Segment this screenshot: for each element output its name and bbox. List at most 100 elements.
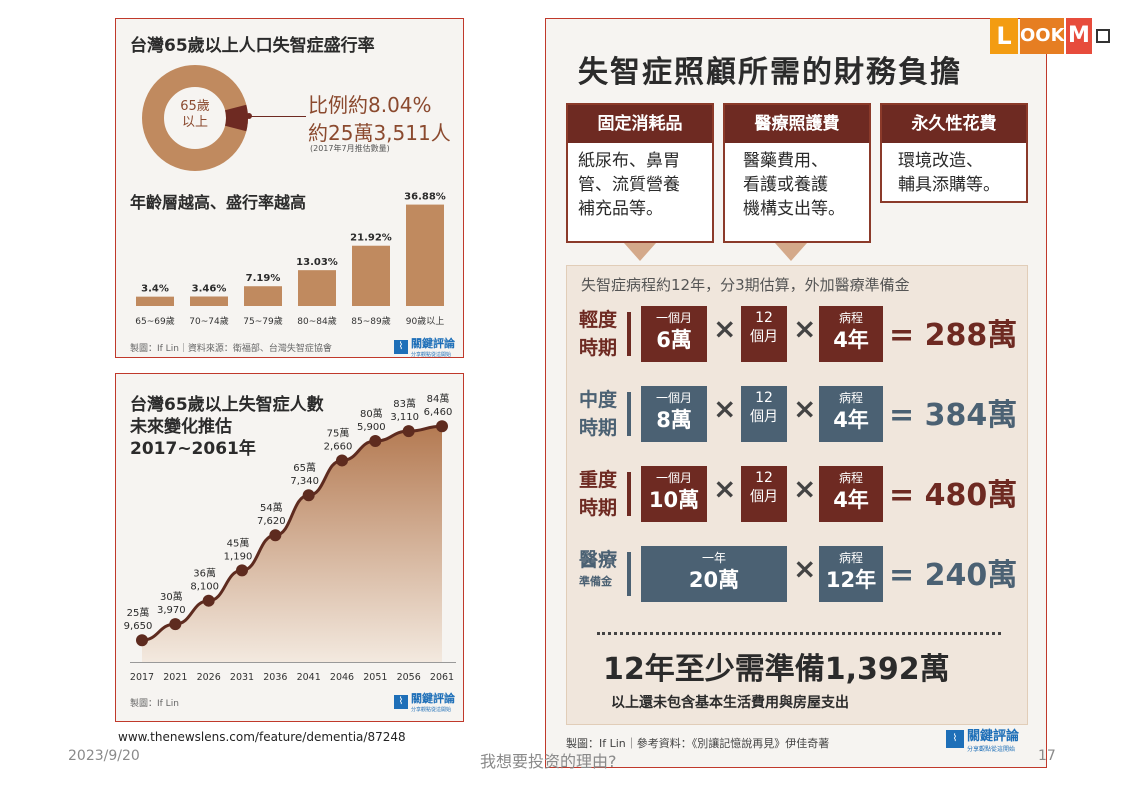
area-fill bbox=[142, 426, 442, 662]
bar-85~89歲 bbox=[352, 245, 390, 306]
point-2026 bbox=[202, 594, 215, 607]
tile-big: 6萬 bbox=[656, 328, 692, 352]
point-2061 bbox=[436, 420, 448, 433]
yearly-cost-tile: 一年 20萬 bbox=[641, 546, 787, 602]
bar-value-label: 3.4% bbox=[141, 284, 169, 295]
point-label-top: 45萬 bbox=[227, 536, 250, 549]
tile-small: 病程 bbox=[838, 471, 863, 485]
calc-subtitle: 失智症病程約12年，分3期估算，外加醫療準備金 bbox=[581, 276, 910, 294]
bar-value-label: 13.03% bbox=[296, 257, 338, 268]
point-label-top: 25萬 bbox=[127, 606, 150, 619]
category-body-line: 補充品等。 bbox=[578, 199, 663, 219]
point-label-bottom: 2,660 bbox=[324, 441, 353, 452]
row-label-line: 輕度 bbox=[579, 309, 618, 331]
tile-big: 4年 bbox=[833, 488, 869, 512]
times-sign: × bbox=[793, 552, 817, 585]
row-label-line: 時期 bbox=[579, 417, 618, 439]
x-tick-label: 2026 bbox=[197, 672, 221, 683]
bar-category-label: 80~84歲 bbox=[297, 315, 336, 327]
row-label: 中度 時期 bbox=[579, 386, 623, 442]
cost-row-mild: 輕度 時期 一個月 6萬 × 12 個月 × 病程 4年 = 288萬 bbox=[567, 304, 1029, 364]
point-label-top: 83萬 bbox=[393, 397, 416, 410]
tile-big: 10萬 bbox=[648, 488, 700, 512]
row-label: 輕度 時期 bbox=[579, 306, 623, 362]
cost-row-medical-reserve: 醫療 準備金 一年 20萬 × 病程 12年 = 240萬 bbox=[567, 544, 1029, 604]
bar-70~74歲 bbox=[190, 296, 228, 306]
times-sign: × bbox=[793, 392, 817, 425]
category-body: 環境改造、 輔具添購等。 bbox=[882, 143, 1026, 203]
tile-small: 病程 bbox=[838, 391, 863, 405]
cost-row-moderate: 中度 時期 一個月 8萬 × 12 個月 × 病程 4年 = 384萬 bbox=[567, 384, 1029, 444]
point-2051 bbox=[369, 435, 382, 448]
tile-big: 4年 bbox=[833, 408, 869, 432]
bar-80~84歲 bbox=[298, 270, 336, 306]
burden-title: 失智症照顧所需的財務負擔 bbox=[578, 55, 962, 90]
total-note: 以上還未包含基本生活費用與房屋支出 bbox=[611, 695, 849, 711]
times-sign: × bbox=[713, 312, 737, 345]
category-permanent: 永久性花費 環境改造、 輔具添購等。 bbox=[880, 103, 1028, 203]
logo-sub: 分享觀點從這開始 bbox=[967, 746, 1016, 753]
projection-area-chart: 25萬 9,650 2017 30萬 3,970 2021 36萬 8,100 2026 45萬 1… bbox=[124, 392, 456, 683]
category-body-line: 紙尿布、鼻胃 bbox=[578, 151, 680, 171]
projection-panel: 台灣65歲以上失智症人數 未來變化推估 2017~2061年 25萬 9,650 2… bbox=[115, 373, 464, 722]
months-tile: 12 個月 bbox=[741, 306, 787, 362]
point-2041 bbox=[302, 489, 315, 502]
row-divider bbox=[627, 312, 631, 356]
monthly-cost-tile: 一個月 8萬 bbox=[641, 386, 707, 442]
projection-title: 台灣65歲以上失智症人數 未來變化推估 2017~2061年 bbox=[130, 394, 324, 460]
area-line bbox=[141, 424, 443, 642]
duration-tile: 病程 4年 bbox=[819, 386, 883, 442]
donut-center-label: 65歲 以上 bbox=[180, 99, 210, 130]
category-body-line: 機構支出等。 bbox=[743, 199, 845, 219]
category-head: 永久性花費 bbox=[882, 105, 1026, 143]
point-label-top: 80萬 bbox=[360, 407, 383, 420]
row-label: 重度 時期 bbox=[579, 466, 623, 522]
category-body-line: 輔具添購等。 bbox=[898, 175, 1000, 195]
donut-highlight-slice bbox=[225, 104, 248, 132]
financial-burden-panel: 失智症照顧所需的財務負擔 固定消耗品 紙尿布、鼻胃 管、流質營養 補充品等。 醫… bbox=[545, 18, 1047, 768]
bar-category-label: 90歲以上 bbox=[406, 315, 444, 327]
x-tick-label: 2017 bbox=[130, 672, 154, 683]
bar-value-label: 3.46% bbox=[192, 283, 227, 294]
monthly-cost-tile: 一個月 6萬 bbox=[641, 306, 707, 362]
callout-dot bbox=[246, 113, 252, 119]
duration-tile: 病程 4年 bbox=[819, 466, 883, 522]
tile-small: 一年 bbox=[701, 551, 726, 565]
tile-big: 20萬 bbox=[688, 568, 740, 592]
tile-small: 病程 bbox=[838, 311, 863, 325]
pulse-icon: ⌇ bbox=[394, 694, 408, 709]
bar-value-label: 21.92% bbox=[350, 233, 392, 244]
point-2046 bbox=[336, 454, 348, 467]
point-label-bottom: 9,650 bbox=[124, 621, 153, 632]
row-label-line: 重度 bbox=[579, 469, 618, 491]
bar-75~79歲 bbox=[244, 286, 282, 306]
watermark-letter: M bbox=[1066, 18, 1092, 54]
x-tick-label: 2041 bbox=[297, 672, 321, 683]
point-label-top: 65萬 bbox=[293, 461, 316, 474]
tile-small: 一個月 bbox=[655, 471, 692, 485]
pulse-icon: ⌇ bbox=[394, 339, 408, 354]
logo-name: 關鍵評論 bbox=[967, 729, 1020, 744]
row-divider bbox=[627, 472, 631, 516]
point-label-bottom: 1,190 bbox=[224, 551, 253, 562]
x-tick-label: 2021 bbox=[163, 672, 187, 683]
bar-65~69歲 bbox=[136, 296, 174, 306]
watermark-letter: OOK bbox=[1020, 18, 1065, 54]
projection-title-line1: 台灣65歲以上失智症人數 bbox=[130, 395, 324, 415]
category-body-line: 看護或養護 bbox=[743, 175, 828, 195]
row-result: = 480萬 bbox=[889, 478, 1018, 513]
category-body-line: 環境改造、 bbox=[898, 151, 983, 171]
x-tick-label: 2036 bbox=[263, 672, 287, 683]
duration-tile: 病程 4年 bbox=[819, 306, 883, 362]
row-result: = 384萬 bbox=[889, 398, 1018, 433]
slide-date: 2023/9/20 bbox=[68, 748, 140, 764]
count-text: 約25萬3,511人 bbox=[308, 121, 451, 145]
point-label-bottom: 5,900 bbox=[357, 422, 386, 433]
tile-big: 個月 bbox=[750, 409, 778, 425]
estimate-note: (2017年7月推估數量) bbox=[310, 144, 390, 153]
category-head: 固定消耗品 bbox=[568, 105, 712, 143]
row-label-line: 中度 bbox=[579, 389, 618, 411]
point-label-top: 54萬 bbox=[260, 501, 283, 514]
point-label-bottom: 8,100 bbox=[190, 582, 219, 593]
point-2031 bbox=[236, 564, 248, 577]
